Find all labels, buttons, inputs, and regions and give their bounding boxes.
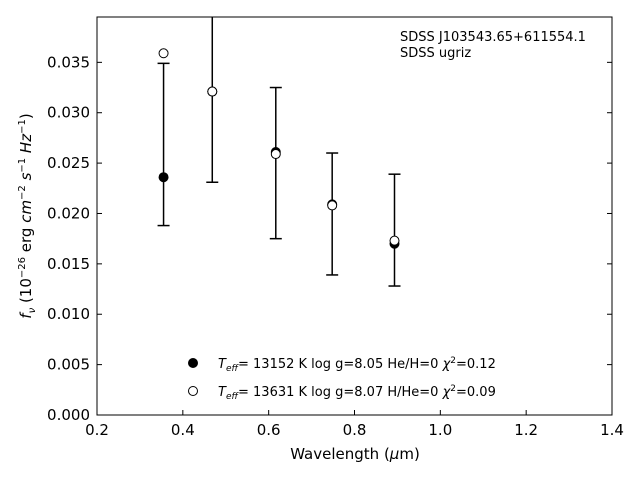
legend: Teff= 13152 K log g=8.05 He/H=0 χ2=0.12 … bbox=[188, 356, 496, 402]
plot-frame bbox=[96, 16, 613, 416]
y-axis: 0.000 0.005 0.010 0.015 0.020 0.025 0.030 0.035 bbox=[47, 53, 612, 424]
legend-label-open: Teff= 13631 K log g=8.07 H/He=0 χ2=0.09 bbox=[218, 384, 496, 402]
y-tick-label: 0.030 bbox=[47, 104, 90, 122]
x-tick-label: 1.0 bbox=[428, 421, 452, 439]
model-point-open bbox=[327, 200, 338, 211]
x-tick-label: 0.6 bbox=[257, 421, 281, 439]
y-tick-label: 0.015 bbox=[47, 255, 90, 273]
legend-open-marker bbox=[188, 386, 198, 396]
x-tick-label: 1.2 bbox=[514, 421, 538, 439]
y-tick-label: 0.010 bbox=[47, 305, 90, 323]
x-tick-label: 0.2 bbox=[85, 421, 109, 439]
x-tick-label: 0.4 bbox=[171, 421, 195, 439]
x-axis-title: Wavelength (μm) bbox=[290, 445, 420, 463]
model-point-open bbox=[389, 235, 400, 246]
y-tick-label: 0.025 bbox=[47, 154, 90, 172]
y-axis-title: fν (10−26 erg cm−2 s−1 Hz−1) bbox=[17, 113, 38, 318]
plot-layer bbox=[157, 17, 401, 287]
y-tick-label: 0.000 bbox=[47, 406, 90, 424]
x-tick-label: 0.8 bbox=[343, 421, 367, 439]
x-tick-label: 1.4 bbox=[600, 421, 624, 439]
annotation-object-name: SDSS J103543.65+611554.1 bbox=[400, 30, 586, 45]
model-point-filled bbox=[158, 172, 169, 183]
model-point-open bbox=[207, 86, 218, 97]
x-axis: 0.2 0.4 0.6 0.8 1.0 1.2 1.4 bbox=[85, 410, 624, 439]
annotation-survey: SDSS ugriz bbox=[400, 46, 471, 61]
legend-label-filled: Teff= 13152 K log g=8.05 He/H=0 χ2=0.12 bbox=[218, 356, 496, 374]
model-point-open bbox=[270, 149, 281, 160]
y-tick-label: 0.020 bbox=[47, 204, 90, 222]
y-tick-label: 0.005 bbox=[47, 356, 90, 374]
legend-filled-marker bbox=[188, 358, 198, 368]
model-point-open bbox=[158, 48, 169, 59]
y-tick-label: 0.035 bbox=[47, 53, 90, 71]
